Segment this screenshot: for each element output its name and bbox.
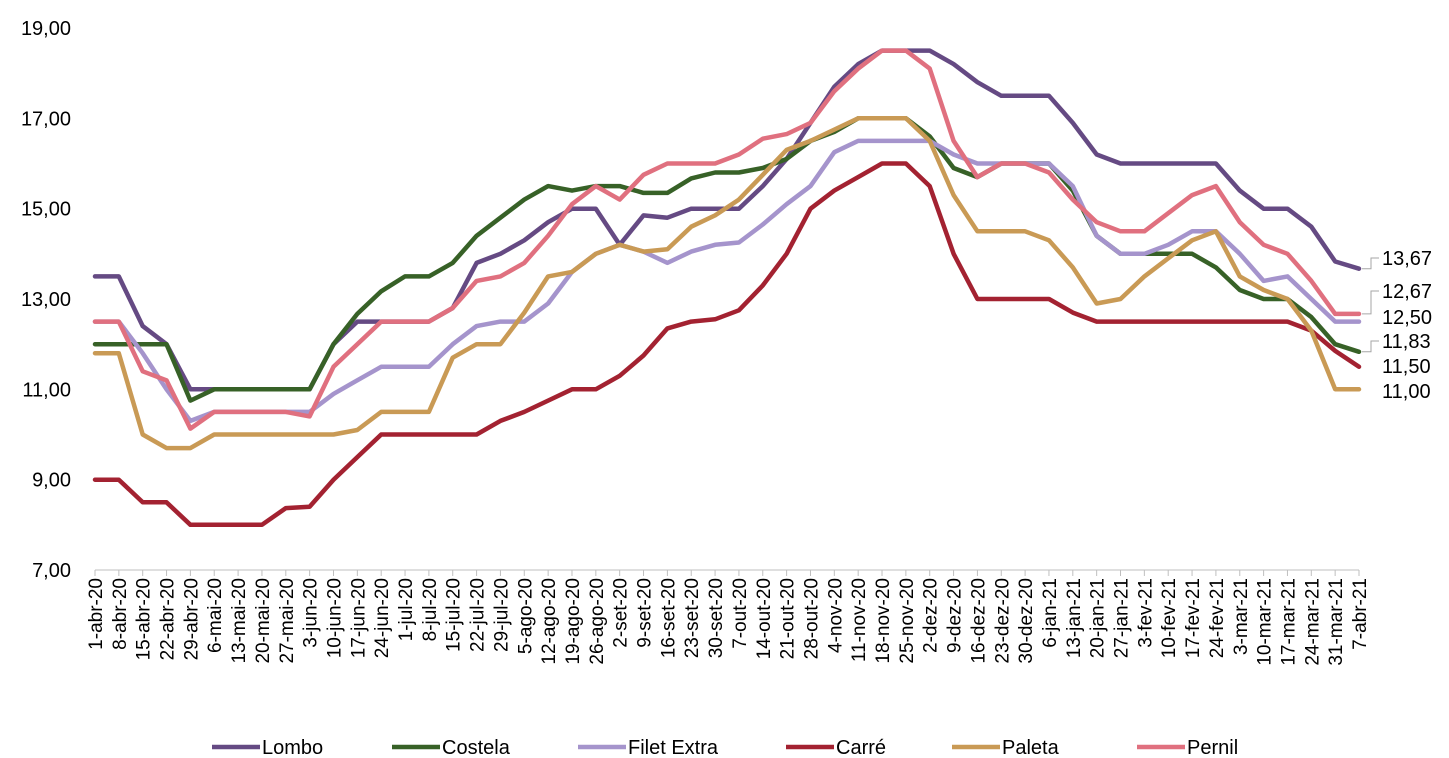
x-tick-label: 21-out-20 (778, 578, 799, 659)
x-tick-label: 23-dez-20 (992, 578, 1013, 664)
x-tick-label: 17-fev-21 (1183, 578, 1204, 658)
end-label-leader (1362, 257, 1379, 270)
x-tick-label: 22-jul-20 (468, 578, 489, 652)
x-tick-label: 2-set-20 (611, 578, 632, 648)
x-tick-label: 15-abr-20 (134, 578, 155, 660)
x-tick-label: 13-jan-21 (1064, 578, 1085, 658)
x-tick-label: 16-set-20 (658, 578, 679, 658)
x-tick-label: 18-nov-20 (873, 578, 894, 664)
y-tick-label: 7,00 (32, 560, 71, 582)
x-tick-label: 5-ago-20 (515, 578, 536, 654)
legend: Lombo Costela Filet Extra Carré Paleta Pernil (212, 737, 1238, 758)
x-tick-label: 6-mai-20 (205, 578, 226, 653)
x-tick-label: 26-ago-20 (587, 578, 608, 665)
x-tick-label: 17-mar-21 (1278, 578, 1299, 666)
end-value-label: 11,83 (1382, 331, 1431, 353)
series-line-lombo (92, 48, 1362, 392)
series-lines (92, 48, 1362, 528)
end-value-label: 12,67 (1382, 281, 1432, 303)
x-tick-label: 3-fev-21 (1135, 578, 1156, 648)
legend-label: Filet Extra (628, 737, 719, 758)
x-tick-label: 3-mar-21 (1231, 578, 1252, 655)
x-tick-label: 8-abr-20 (110, 578, 131, 650)
x-tick-label: 3-jun-20 (301, 578, 322, 648)
series-line-paleta (92, 116, 1362, 451)
x-tick-label: 27-jan-21 (1112, 578, 1133, 658)
x-tick-label: 27-mai-20 (277, 578, 298, 664)
x-tick-label: 20-jan-21 (1088, 578, 1109, 658)
x-tick-label: 15-jul-20 (444, 578, 465, 652)
x-tick-label: 4-nov-20 (825, 578, 846, 653)
x-tick-label: 8-jul-20 (420, 578, 441, 641)
y-tick-label: 17,00 (21, 108, 71, 130)
x-tick-label: 30-dez-20 (1016, 578, 1037, 664)
x-tick-label: 25-nov-20 (897, 578, 918, 664)
legend-label: Costela (442, 737, 511, 758)
x-tick-label: 20-mai-20 (253, 578, 274, 664)
y-tick-label: 13,00 (21, 289, 71, 311)
x-tick-label: 1-jul-20 (396, 578, 417, 641)
x-tick-label: 16-dez-20 (968, 578, 989, 664)
end-value-label: 11,50 (1382, 356, 1431, 378)
x-tick-label: 17-jun-20 (348, 578, 369, 658)
x-tick-label: 14-out-20 (754, 578, 775, 659)
x-tick-label: 7-out-20 (730, 578, 751, 649)
x-tick-label: 22-abr-20 (158, 578, 179, 660)
y-tick-label: 11,00 (22, 379, 71, 401)
x-tick-label: 10-mar-21 (1255, 578, 1276, 666)
x-tick-label: 30-set-20 (706, 578, 727, 658)
x-tick-label: 23-set-20 (682, 578, 703, 658)
x-tick-label: 24-fev-21 (1207, 578, 1228, 658)
x-tick-label: 6-jan-21 (1040, 578, 1061, 648)
x-tick-label: 7-abr-21 (1350, 578, 1371, 650)
end-value-label: 12,50 (1382, 307, 1432, 329)
legend-label: Lombo (262, 737, 323, 758)
x-tick-label: 24-mar-21 (1302, 578, 1323, 666)
series-line-filet-extra (92, 138, 1362, 424)
y-tick-label: 9,00 (32, 470, 71, 492)
x-tick-label: 9-set-20 (635, 578, 656, 648)
x-tick-label: 12-ago-20 (539, 578, 560, 665)
y-tick-label: 19,00 (21, 18, 71, 40)
x-tick-label: 13-mai-20 (229, 578, 250, 664)
end-value-label: 11,00 (1382, 381, 1431, 403)
y-tick-label: 15,00 (21, 199, 71, 221)
end-label-leader (1362, 340, 1379, 353)
x-tick-label: 29-jul-20 (491, 578, 512, 652)
x-tick-label: 9-dez-20 (945, 578, 966, 653)
x-tick-label: 2-dez-20 (921, 578, 942, 653)
series-line-pernil (92, 48, 1362, 431)
x-tick-label: 1-abr-20 (86, 578, 107, 650)
x-tick-label: 28-out-20 (801, 578, 822, 659)
series-line-carr- (92, 161, 1362, 528)
legend-label: Paleta (1002, 737, 1060, 758)
legend-label: Carré (836, 737, 886, 758)
y-axis-ticks: 7,00 9,00 11,00 13,00 15,00 17,00 19,00 (21, 18, 71, 582)
end-label-leader (1362, 290, 1379, 315)
x-tick-label: 19-ago-20 (563, 578, 584, 665)
legend-label: Pernil (1187, 737, 1238, 758)
x-tick-label: 11-nov-20 (849, 578, 870, 662)
end-value-label: 13,67 (1382, 248, 1432, 270)
x-axis-ticks: 1-abr-20 8-abr-20 15-abr-20 22-abr-20 29-abr… (86, 570, 1371, 666)
x-tick-label: 10-jun-20 (324, 578, 345, 658)
x-tick-label: 24-jun-20 (372, 578, 393, 658)
x-tick-label: 31-mar-21 (1326, 578, 1347, 666)
x-tick-label: 10-fev-21 (1159, 578, 1180, 658)
x-tick-label: 29-abr-20 (181, 578, 202, 660)
